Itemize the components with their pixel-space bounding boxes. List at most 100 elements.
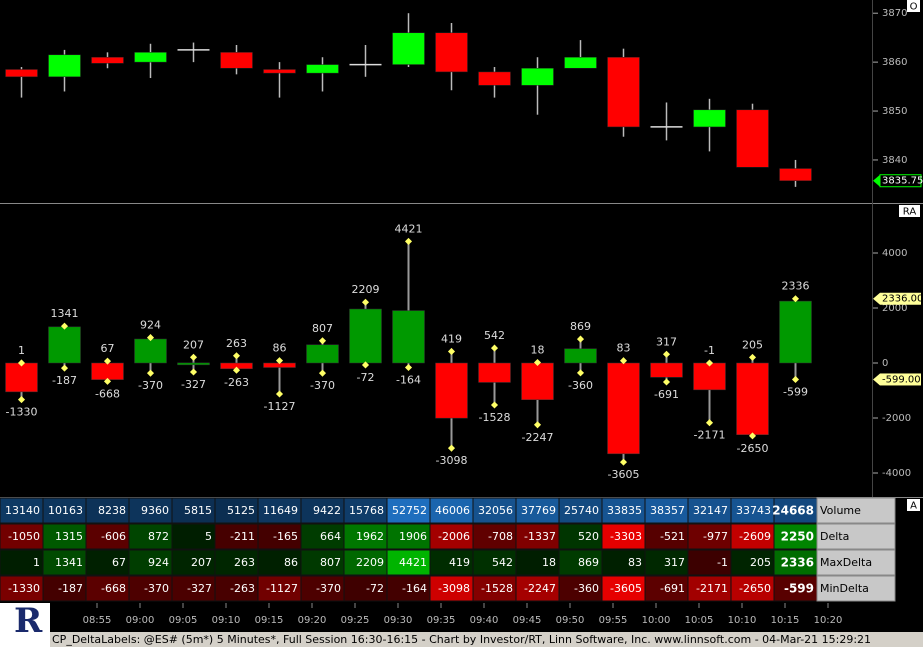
table-value: 5 [205, 530, 212, 543]
table-value: -3303 [610, 530, 642, 543]
candle-body [220, 52, 253, 69]
extreme-label: -187 [52, 374, 77, 387]
table-value: -3098 [438, 582, 470, 595]
extreme-dot [232, 352, 241, 360]
table-value: 5815 [184, 504, 212, 517]
table-cell [558, 497, 603, 524]
y-tick-label: -4000 [882, 468, 911, 479]
table-value: 9360 [141, 504, 169, 517]
table-cell [85, 575, 130, 602]
table-value: 1341 [55, 556, 83, 569]
row-label-cell [816, 523, 896, 550]
row-label-cell [816, 575, 896, 602]
x-tick-label: 09:30 [384, 615, 413, 626]
candle-body [306, 344, 339, 364]
last-value-marker [873, 292, 880, 305]
table-value: -599 [784, 582, 814, 596]
table-cell [601, 497, 646, 524]
table-cell [515, 575, 560, 602]
table-value: 83 [628, 556, 642, 569]
extreme-label: -1 [704, 344, 715, 357]
extreme-dot [447, 444, 456, 452]
table-value: 924 [148, 556, 169, 569]
table-value: 32147 [693, 504, 728, 517]
table-value: -370 [144, 582, 169, 595]
candle-body [564, 56, 597, 69]
extreme-label: -2650 [737, 442, 769, 455]
extreme-dot [662, 378, 671, 386]
table-cell [300, 523, 345, 550]
table-value: 33835 [607, 504, 642, 517]
extreme-label: -360 [568, 379, 593, 392]
table-value: -2247 [524, 582, 556, 595]
table-cell [558, 575, 603, 602]
x-tick-label: 10:15 [771, 615, 800, 626]
extreme-dot [791, 375, 800, 383]
candle-body [306, 64, 339, 74]
y-tick-label: 3870 [882, 8, 907, 19]
table-cell [214, 549, 259, 576]
extreme-label: 1 [18, 344, 25, 357]
table-value: -2171 [696, 582, 728, 595]
table-value: 25740 [564, 504, 599, 517]
table-cell [128, 549, 173, 576]
extreme-dot [705, 359, 714, 367]
table-cell [472, 575, 517, 602]
extreme-label: 207 [183, 338, 204, 351]
extreme-label: 4421 [395, 222, 423, 235]
table-cell [730, 523, 775, 550]
table-value: -2006 [438, 530, 470, 543]
candle-body [693, 109, 726, 128]
table-value: 13140 [5, 504, 40, 517]
y-tick-label: 3860 [882, 57, 907, 68]
table-cell [85, 523, 130, 550]
extreme-label: -691 [654, 388, 679, 401]
x-tick-label: 09:35 [427, 615, 456, 626]
table-value: 9422 [313, 504, 341, 517]
extreme-label: -370 [138, 379, 163, 392]
table-value: 520 [578, 530, 599, 543]
x-tick-label: 10:20 [814, 615, 843, 626]
candle-body [435, 32, 468, 73]
table-value: -72 [366, 582, 384, 595]
table-value: 317 [664, 556, 685, 569]
extreme-dot [232, 366, 241, 374]
table-value: 46006 [435, 504, 470, 517]
table-value: 807 [320, 556, 341, 569]
candle-body [91, 56, 124, 64]
table-value: 15768 [349, 504, 384, 517]
table-value: -1337 [524, 530, 556, 543]
table-cell [171, 549, 216, 576]
x-tick-label: 09:55 [599, 615, 628, 626]
table-value: 38357 [650, 504, 685, 517]
table-cell [300, 575, 345, 602]
extreme-dot [748, 432, 757, 440]
table-value: 664 [320, 530, 341, 543]
table-value: -263 [230, 582, 255, 595]
candle-body [736, 109, 769, 168]
table-cell [343, 549, 388, 576]
table-cell [773, 549, 818, 576]
table-value: 419 [449, 556, 470, 569]
panel-label-box [899, 205, 920, 217]
table-value: 2209 [356, 556, 384, 569]
last-value-marker [873, 373, 880, 386]
extreme-label: -599 [783, 385, 808, 398]
table-value: 52752 [392, 504, 427, 517]
y-tick-label: 3850 [882, 106, 907, 117]
table-value: 869 [578, 556, 599, 569]
extreme-label: 1341 [51, 307, 79, 320]
last-value-box [880, 292, 921, 305]
extreme-dot [576, 369, 585, 377]
table-value: -3605 [610, 582, 642, 595]
extreme-label: -1528 [479, 411, 511, 424]
table-value: -370 [316, 582, 341, 595]
last-value-box [880, 373, 921, 386]
x-tick-label: 09:50 [556, 615, 585, 626]
table-value: -1050 [8, 530, 40, 543]
table-cell [343, 575, 388, 602]
extreme-label: 2209 [352, 283, 380, 296]
extreme-label: 67 [101, 342, 115, 355]
table-cell [42, 549, 87, 576]
table-cell [644, 523, 689, 550]
